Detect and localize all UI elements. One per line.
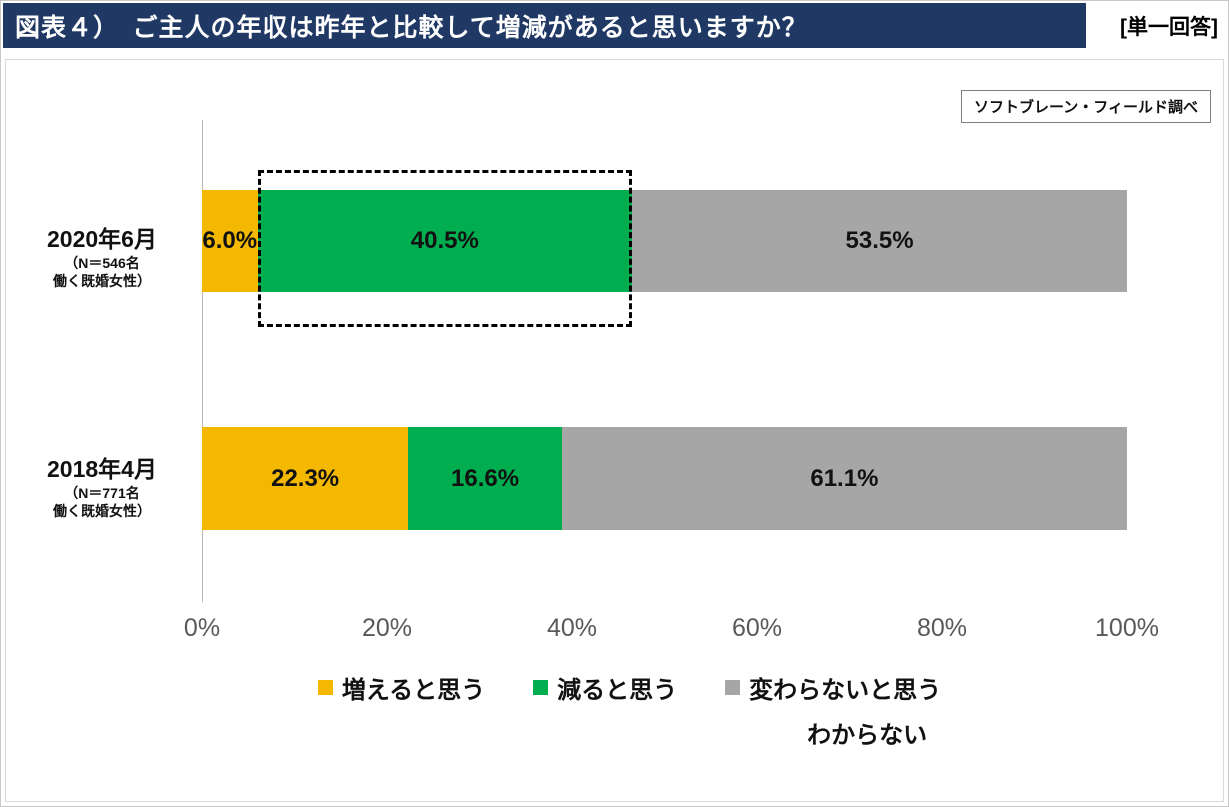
legend-item-decrease: 減ると思う	[533, 670, 677, 705]
category-note-line1: （N＝771名	[64, 485, 140, 501]
segment-value-label: 22.3%	[271, 464, 340, 492]
bar-segment-nochange-2020: 53.5%	[632, 190, 1127, 292]
bar-segment-decrease-2018: 16.6%	[408, 427, 562, 530]
x-tick-20: 20%	[361, 614, 413, 642]
segment-value-label: 53.5%	[845, 227, 914, 254]
x-tick-80: 80%	[916, 614, 968, 642]
category-note-line2: 働く既婚女性）	[53, 273, 151, 289]
category-label-2018: 2018年4月 （N＝771名 働く既婚女性）	[6, 454, 198, 520]
x-tick-0: 0%	[183, 614, 221, 642]
legend-label: 増えると思う	[341, 677, 486, 704]
legend-label-line2: わからない	[807, 722, 928, 749]
bar-segment-nochange-2018: 61.1%	[561, 427, 1127, 530]
bar-2018: 22.3% 16.6% 61.1%	[202, 427, 1127, 530]
chart-title: 図表４） ご主人の年収は昨年と比較して増減があると思いますか？	[3, 3, 1086, 48]
segment-value-label: 40.5%	[410, 227, 479, 254]
bar-2020: 6.0% 40.5% 53.5%	[202, 190, 1127, 292]
bar-segment-decrease-2020: 40.5%	[257, 190, 633, 292]
segment-value-label: 6.0%	[202, 227, 258, 254]
legend: 増えると思う 減ると思う 変わらないと思う わからない	[36, 670, 1223, 750]
legend-item-nochange: 変わらないと思う わからない	[725, 670, 941, 750]
x-axis-ticks: 0% 20% 40% 60% 80% 100%	[184, 614, 1159, 644]
segment-value-label: 16.6%	[451, 464, 520, 492]
y-axis-line	[202, 120, 203, 602]
legend-swatch-nochange	[725, 680, 741, 695]
source-note: ソフトブレーン・フィールド調べ	[961, 90, 1211, 123]
legend-item-increase: 増えると思う	[317, 670, 486, 705]
x-tick-40: 40%	[546, 614, 598, 642]
title-bar: 図表４） ご主人の年収は昨年と比較して増減があると思いますか？ [単一回答]	[3, 3, 1226, 48]
category-title: 2020年6月	[47, 226, 157, 252]
legend-label: 減ると思う	[557, 677, 678, 704]
answer-type-label: [単一回答]	[1086, 3, 1226, 48]
category-label-2020: 2020年6月 （N＝546名 働く既婚女性）	[6, 224, 198, 290]
legend-label: 変わらないと思う	[749, 677, 942, 704]
chart-area: ソフトブレーン・フィールド調べ 2020年6月 （N＝546名 働く既婚女性） …	[5, 59, 1224, 802]
category-title: 2018年4月	[47, 456, 157, 482]
x-tick-60: 60%	[731, 614, 783, 642]
legend-line: 変わらないと思う	[725, 670, 941, 705]
category-note-line1: （N＝546名	[64, 255, 140, 271]
segment-value-label: 61.1%	[810, 464, 879, 492]
bar-segment-increase-2018: 22.3%	[202, 427, 409, 530]
category-note-line2: 働く既婚女性）	[53, 503, 151, 519]
x-tick-100: 100%	[1095, 614, 1159, 642]
plot-area: 6.0% 40.5% 53.5% 22.3% 16.6% 61.1%	[184, 120, 1159, 642]
legend-swatch-decrease	[533, 680, 549, 695]
bar-segment-increase-2020: 6.0%	[202, 190, 258, 292]
legend-swatch-increase	[317, 680, 333, 695]
